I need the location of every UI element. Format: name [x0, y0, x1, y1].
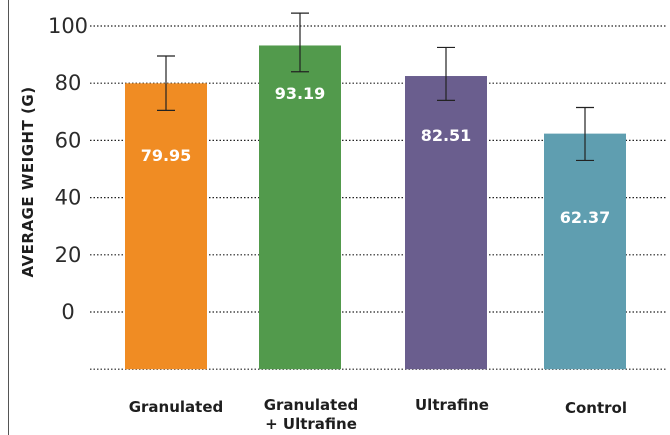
- error-bar: [437, 46, 455, 101]
- y-axis-label: AVERAGE WEIGHT (G): [19, 86, 37, 277]
- value-labels: 79.95 93.19 82.51 62.37: [141, 84, 611, 227]
- bar: [259, 45, 341, 370]
- category-label-line: Granulated: [264, 396, 359, 414]
- category-label-line: Ultrafine: [415, 396, 489, 414]
- category-label-line: Granulated: [129, 398, 224, 416]
- category-label-line: Control: [565, 399, 627, 417]
- category-label-line: + Ultrafine: [265, 415, 357, 433]
- y-tick-label: 20: [55, 243, 82, 267]
- error-bar: [576, 106, 594, 162]
- error-bar: [157, 55, 175, 111]
- error-bar: [291, 12, 309, 73]
- y-tick-label: 100: [48, 14, 88, 38]
- category-label: Granulated: [129, 398, 224, 416]
- value-label: 82.51: [421, 126, 472, 145]
- category-label: Ultrafine: [415, 396, 489, 414]
- bar: [405, 76, 487, 370]
- bars: [125, 45, 626, 370]
- y-tick-labels: 100 80 60 40 20 0: [48, 14, 88, 324]
- value-label: 62.37: [560, 208, 611, 227]
- y-tick-label: 60: [55, 128, 82, 152]
- category-label: Control: [565, 399, 627, 417]
- y-tick-label: 80: [55, 71, 82, 95]
- category-label: Granulated + Ultrafine: [264, 396, 359, 433]
- error-bars: [157, 12, 594, 162]
- value-label: 79.95: [141, 146, 192, 165]
- category-labels: Granulated Granulated + UltrafineUltrafine…: [129, 396, 627, 433]
- bar: [544, 133, 626, 370]
- bar: [125, 83, 207, 370]
- y-tick-label: 0: [61, 300, 74, 324]
- value-label: 93.19: [275, 84, 326, 103]
- y-tick-label: 40: [55, 186, 82, 210]
